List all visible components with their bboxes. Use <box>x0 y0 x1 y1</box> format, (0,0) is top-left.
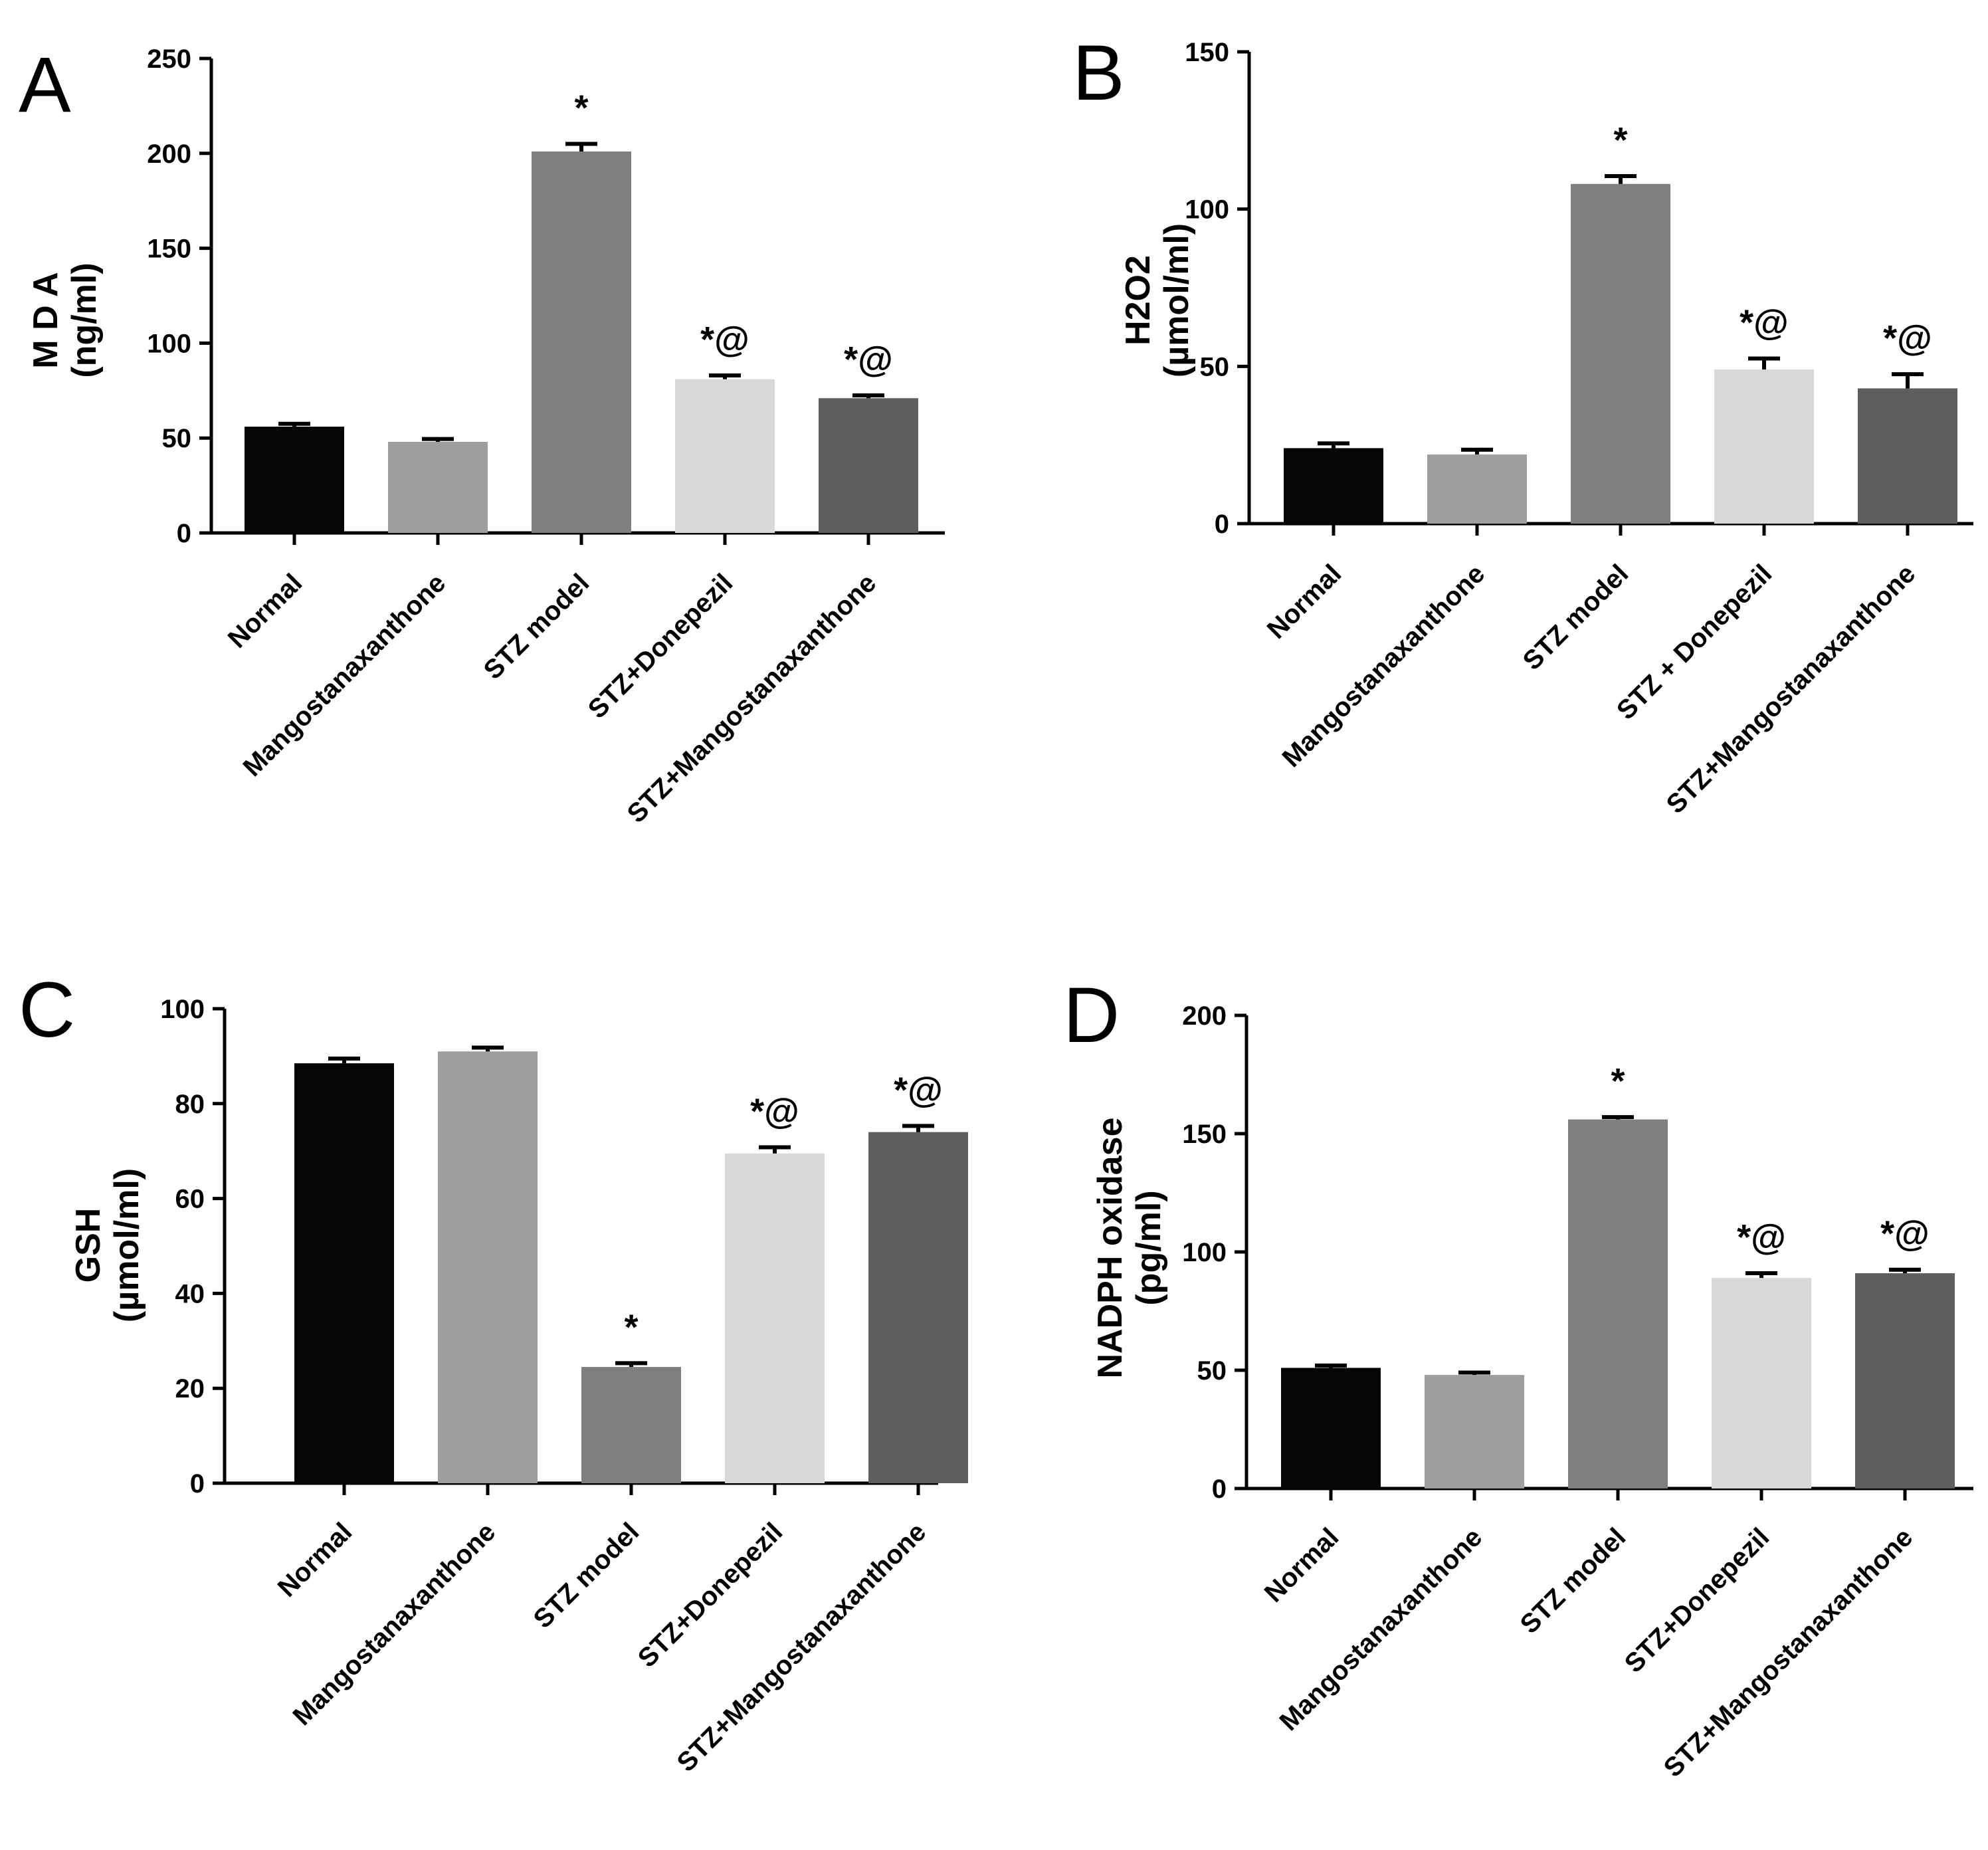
significance-label: *@ <box>844 340 893 379</box>
y-tick-label: 200 <box>1182 1001 1227 1031</box>
bar <box>532 151 631 534</box>
y-tick-label: 0 <box>1212 1475 1227 1504</box>
y-tick-label: 150 <box>1185 38 1229 67</box>
bar <box>675 379 775 533</box>
significance-label: * <box>1611 1061 1625 1101</box>
bar <box>581 1367 681 1483</box>
panel-letter: C <box>19 966 75 1054</box>
y-tick-label: 0 <box>177 519 191 548</box>
bar <box>1858 388 1957 524</box>
y-tick-label: 0 <box>1215 510 1229 539</box>
y-tick-label: 20 <box>175 1374 205 1403</box>
y-tick-label: 100 <box>147 329 191 358</box>
category-label: STZ model <box>1515 1522 1632 1639</box>
y-axis-unit: (µmol/ml) <box>1157 223 1196 377</box>
category-label: Normal <box>272 1517 358 1603</box>
y-tick-label: 100 <box>160 995 205 1024</box>
category-label: STZ+Mangostanaxanthone <box>672 1517 932 1778</box>
y-tick-label: 150 <box>1182 1120 1227 1149</box>
y-tick-label: 100 <box>1185 195 1229 225</box>
bar <box>1568 1119 1668 1489</box>
bar <box>438 1051 538 1483</box>
y-tick-label: 50 <box>1200 352 1230 381</box>
y-axis-unit: (ng/ml) <box>65 262 104 377</box>
y-tick-label: 50 <box>162 424 192 453</box>
y-axis-title: H2O2 <box>1119 255 1157 346</box>
bar <box>868 1132 968 1483</box>
y-tick-label: 60 <box>175 1185 205 1214</box>
significance-label: *@ <box>750 1091 799 1131</box>
panel-letter: B <box>1072 29 1125 117</box>
y-tick-label: 80 <box>175 1090 205 1119</box>
y-tick-label: 200 <box>147 140 191 169</box>
bar <box>819 398 918 533</box>
bar <box>388 441 488 533</box>
bar <box>1571 183 1670 524</box>
bar <box>294 1063 394 1483</box>
y-tick-label: 0 <box>190 1469 205 1498</box>
category-label: STZ+Donepezil <box>1619 1522 1775 1679</box>
category-label: Normal <box>223 568 308 654</box>
category-label: STZ + Donepezil <box>1611 559 1777 725</box>
category-label: STZ+Mangostanaxanthone <box>1658 1522 1919 1783</box>
category-label: Normal <box>1262 559 1347 645</box>
category-label: STZ+Mangostanaxanthone <box>1661 559 1922 819</box>
y-axis-title: GSH <box>69 1208 108 1283</box>
category-label: STZ+Mangostanaxanthone <box>622 568 882 829</box>
significance-label: * <box>1613 120 1627 160</box>
bar <box>1855 1273 1955 1489</box>
bar <box>1281 1368 1381 1489</box>
bar <box>245 427 344 533</box>
significance-label: * <box>574 88 588 128</box>
y-tick-label: 40 <box>175 1279 205 1308</box>
significance-label: * <box>624 1307 638 1347</box>
y-axis-unit: (µmol/ml) <box>108 1168 146 1322</box>
bar <box>1284 448 1383 524</box>
category-label: STZ model <box>528 1517 645 1634</box>
panel-letter: D <box>1063 972 1120 1059</box>
y-tick-label: 150 <box>147 235 191 264</box>
category-label: STZ+Donepezil <box>633 1517 789 1673</box>
significance-label: *@ <box>1883 318 1932 358</box>
panel-a: AM D A (ng/ml)050100150200250NormalMangos… <box>19 41 945 829</box>
y-axis-unit: (pg/ml) <box>1130 1190 1168 1305</box>
y-tick-label: 100 <box>1182 1238 1227 1267</box>
significance-label: *@ <box>1740 303 1789 343</box>
y-tick-label: 50 <box>1197 1356 1227 1386</box>
significance-label: *@ <box>1737 1217 1786 1257</box>
category-label: STZ model <box>478 568 595 685</box>
y-axis-title: NADPH oxidase <box>1091 1118 1130 1379</box>
y-axis-title: M D A <box>27 272 65 368</box>
y-tick-label: 250 <box>147 45 191 74</box>
category-label: STZ+Donepezil <box>583 568 739 724</box>
bar <box>1427 454 1527 524</box>
bar <box>1425 1375 1524 1489</box>
significance-label: *@ <box>1880 1214 1930 1254</box>
bar <box>1712 1278 1811 1489</box>
panel-letter: A <box>19 41 71 129</box>
bar <box>725 1153 825 1483</box>
category-label: Normal <box>1259 1522 1345 1608</box>
significance-label: *@ <box>894 1070 943 1110</box>
significance-label: *@ <box>700 320 749 360</box>
bar <box>1714 369 1814 524</box>
category-label: STZ model <box>1518 559 1635 676</box>
